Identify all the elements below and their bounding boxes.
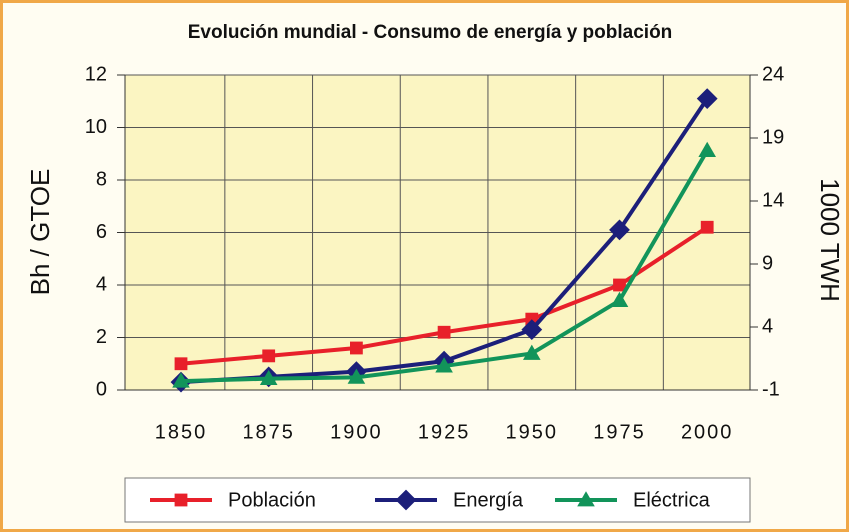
legend-label: Población [228, 489, 316, 511]
y-tick-label: 2 [96, 326, 107, 348]
legend-marker [174, 493, 188, 507]
y2-tick-label: 14 [762, 189, 784, 211]
y2-tick-label: 4 [762, 315, 773, 337]
y-tick-label: 8 [96, 168, 107, 190]
series-marker [347, 368, 366, 384]
y-tick-label: 12 [85, 63, 107, 85]
series-marker [437, 325, 451, 339]
series-marker [172, 372, 190, 388]
series-marker [174, 357, 188, 371]
x-tick-label: 2000 [681, 421, 734, 443]
series-marker [609, 219, 630, 241]
series-marker [523, 344, 541, 360]
series-marker [700, 220, 714, 234]
series-marker [521, 319, 543, 341]
series-marker [262, 349, 276, 363]
x-tick-label: 1850 [155, 421, 208, 443]
legend-marker [395, 489, 417, 511]
y2-tick-label: -1 [762, 378, 780, 400]
x-tick-label: 1950 [506, 421, 559, 443]
series-marker [613, 278, 626, 292]
series-marker [698, 141, 716, 157]
y-tick-label: 0 [96, 378, 107, 400]
series-marker [696, 88, 718, 110]
y-axis-label: Bh / GTOE [25, 169, 55, 296]
y2-tick-label: 24 [762, 63, 784, 85]
series-marker [610, 291, 629, 307]
series-marker [259, 369, 278, 386]
legend-box [124, 477, 751, 523]
series-marker [435, 357, 453, 373]
y-tick-label: 4 [96, 273, 107, 295]
y-tick-label: 10 [85, 116, 107, 138]
x-tick-label: 1975 [593, 421, 646, 443]
legend-label: Eléctrica [633, 489, 711, 511]
legend-marker [577, 491, 595, 507]
series-marker [525, 312, 539, 326]
y2-axis-label: 1000 TWH [815, 178, 845, 302]
series-marker [350, 341, 363, 355]
x-tick-label: 1875 [242, 421, 295, 443]
chart-title: Evolución mundial - Consumo de energía y… [188, 22, 673, 43]
y-tick-label: 6 [96, 221, 107, 243]
y2-tick-label: 19 [762, 126, 784, 148]
x-tick-label: 1900 [330, 421, 383, 443]
x-tick-label: 1925 [418, 421, 471, 443]
legend-label: Energía [453, 489, 524, 511]
y2-tick-label: 9 [762, 252, 773, 274]
